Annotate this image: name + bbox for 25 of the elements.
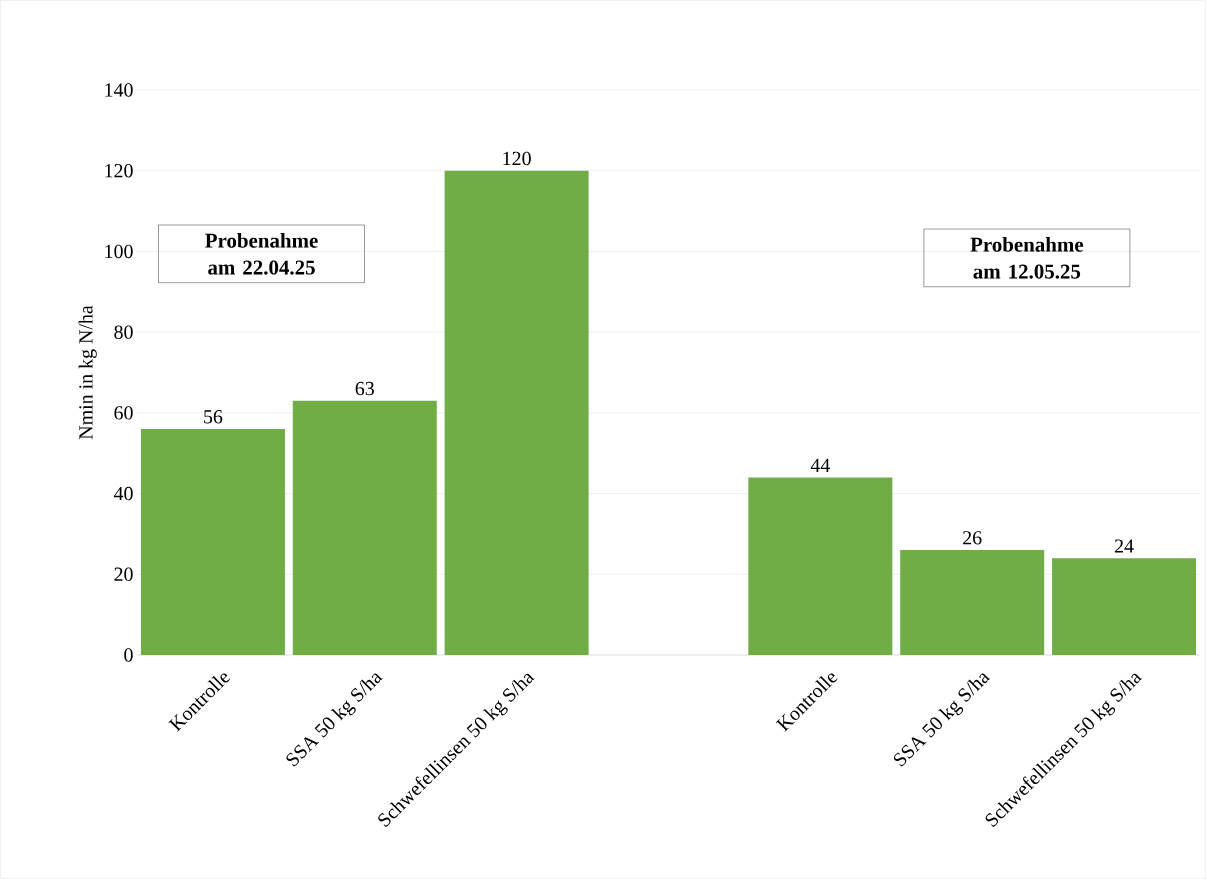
bar (1052, 558, 1197, 655)
annotation: Probenahme am 12.05.25 (970, 237, 1084, 279)
y-tick-label: 80 (114, 325, 133, 339)
y-tick-label: 0 (124, 648, 133, 662)
annotation: Probenahme am 22.04.25 (205, 232, 318, 275)
data-label: 26 (963, 531, 982, 545)
data-label: 24 (1114, 539, 1134, 553)
y-tick-label: 120 (105, 163, 133, 178)
data-label: 44 (810, 458, 830, 472)
bar (748, 477, 893, 655)
data-label: 56 (204, 410, 223, 424)
data-label: 63 (355, 381, 374, 396)
x-tick-label: SSA 50 kg S/ha (893, 673, 991, 767)
bar (292, 400, 437, 655)
y-tick-label: 40 (113, 486, 133, 501)
bar (900, 550, 1045, 655)
y-tick-label: 100 (105, 244, 133, 259)
y-tick-label: 20 (114, 567, 133, 581)
y-tick-label: 60 (114, 406, 133, 420)
bar (140, 429, 285, 655)
data-label: 120 (503, 151, 531, 166)
bar (444, 170, 589, 655)
y-tick-label: 140 (105, 83, 133, 97)
y-axis-title: Nmin in kg N/ha (78, 305, 97, 440)
x-tick-label: SSA 50 kg S/ha (286, 673, 383, 767)
